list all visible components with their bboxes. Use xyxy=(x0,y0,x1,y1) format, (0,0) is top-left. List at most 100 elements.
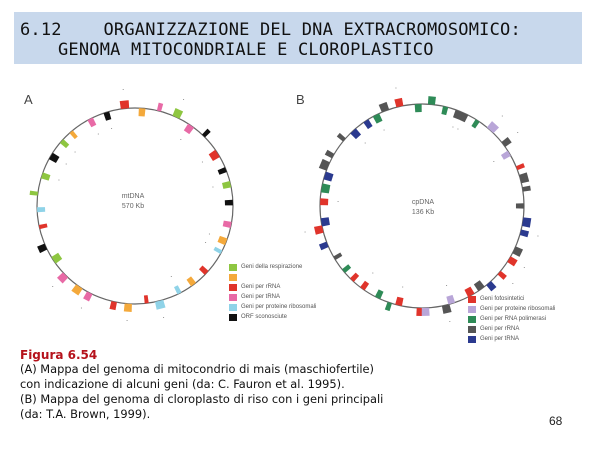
mtdna-gene-block xyxy=(29,190,39,196)
cpdna-gene-block xyxy=(395,296,404,307)
cpdna-gene-block xyxy=(515,163,525,171)
cpdna-gene-block xyxy=(320,183,331,194)
mtdna-gene-block xyxy=(156,102,164,112)
slide-title-line-2: GENOMA MITOCONDRIALE E CLOROPLASTICO xyxy=(58,40,434,60)
mtdna-legend-row: Geni della respirazione xyxy=(229,262,316,272)
cpdna-gene-block xyxy=(363,119,373,130)
mtdna-center-label: mtDNA 570 Kb xyxy=(108,192,158,212)
cpdna-gene-label-mark: • xyxy=(395,85,397,90)
cpdna-gene-block xyxy=(313,225,324,235)
cpdna-gene-label-mark: • xyxy=(512,280,514,285)
mtdna-gene-block xyxy=(222,220,232,229)
cpdna-gene-block xyxy=(501,137,512,148)
cpdna-gene-block xyxy=(441,304,452,314)
caption-title: Figura 6.54 xyxy=(20,348,98,362)
mtdna-gene-block xyxy=(199,265,209,275)
mtdna-gene-block xyxy=(172,108,184,119)
mtdna-gene-label-mark: • xyxy=(212,184,214,189)
mtdna-size: 570 Kb xyxy=(121,203,145,210)
cpdna-gene-block xyxy=(507,256,518,267)
mtdna-gene-block xyxy=(37,207,46,213)
mtdna-gene-block xyxy=(57,272,69,284)
mtdna-legend-row: ORF sconosciute xyxy=(229,312,316,322)
cpdna-gene-block xyxy=(333,252,343,261)
cpdna-gene-label-mark: • xyxy=(365,140,367,145)
cpdna-gene-block xyxy=(420,307,430,316)
mtdna-legend: Geni della respirazione Geni per rRNA Geni… xyxy=(229,262,316,322)
cpdna-gene-block xyxy=(464,286,475,298)
cpdna-gene-label-mark: • xyxy=(500,293,502,298)
chloroplast-genome-map: • ••••••••••••••••• xyxy=(304,85,539,324)
cpdna-legend-label: Geni fotosintetici xyxy=(480,296,525,302)
mtdna-legend-swatch xyxy=(229,263,237,271)
mtdna-gene-label-mark: • xyxy=(205,240,207,245)
mtdna-gene-block xyxy=(109,301,117,311)
mtdna-gene-block xyxy=(103,111,112,121)
cpdna-gene-label-mark: • xyxy=(493,159,495,164)
slide-title-bar: 6.12 ORGANIZZAZIONE DEL DNA EXTRACROMOSO… xyxy=(14,12,582,64)
cpdna-gene-label-mark: • xyxy=(517,130,519,135)
cpdna-gene-block xyxy=(350,128,362,140)
mtdna-legend-label: ORF sconosciute xyxy=(241,314,288,320)
cpdna-legend-label: Geni per rRNA xyxy=(480,326,520,332)
cpdna-gene-block xyxy=(515,203,524,209)
mtdna-gene-block xyxy=(174,285,182,295)
cpdna-legend-row: Geni per rRNA xyxy=(468,324,555,334)
mtdna-gene-block xyxy=(87,117,97,128)
slide-title-line-1: 6.12 ORGANIZZAZIONE DEL DNA EXTRACROMOSO… xyxy=(20,20,521,40)
mtdna-gene-label-mark: • xyxy=(81,305,83,310)
cpdna-gene-block xyxy=(522,217,532,228)
mtdna-legend-row xyxy=(229,272,316,282)
cpdna-gene-block xyxy=(350,272,360,282)
cpdna-gene-label-mark: • xyxy=(502,113,504,118)
mtdna-gene-block xyxy=(59,139,70,149)
cpdna-legend-swatch xyxy=(468,295,476,303)
mtdna-gene-label-mark: • xyxy=(171,273,173,278)
mtdna-gene-block xyxy=(224,199,233,206)
mtdna-legend-label: Geni per tRNA xyxy=(241,294,281,300)
cpdna-gene-block xyxy=(394,97,404,108)
cpdna-legend-row: Geni per RNA polimerasi xyxy=(468,314,555,324)
cpdna-legend-swatch xyxy=(468,305,476,313)
mtdna-gene-block xyxy=(123,303,132,312)
cpdna-gene-block xyxy=(459,112,469,123)
mtdna-legend-swatch xyxy=(229,313,237,321)
cpdna-gene-label-mark: • xyxy=(304,229,306,234)
cpdna-name: cpDNA xyxy=(411,199,435,206)
cpdna-gene-block xyxy=(452,109,464,121)
panel-a-letter: A xyxy=(24,92,33,107)
figure-caption: Figura 6.54 (A) Mappa del genoma di mito… xyxy=(20,348,383,422)
cpdna-gene-block xyxy=(441,106,449,116)
mtdna-legend-swatch xyxy=(229,303,237,311)
cpdna-gene-block xyxy=(378,101,390,113)
cpdna-gene-block xyxy=(512,246,524,257)
cpdna-gene-block xyxy=(519,229,530,238)
mtdna-gene-block xyxy=(143,295,149,304)
mtdna-gene-label-mark: • xyxy=(126,318,128,323)
mtdna-gene-block xyxy=(38,223,48,230)
mtdna-gene-block xyxy=(40,172,51,181)
cpdna-legend-swatch xyxy=(468,325,476,333)
cpdna-gene-label-mark: • xyxy=(457,126,459,131)
mtdna-gene-label-mark: • xyxy=(122,87,124,92)
cpdna-legend-label: Geni per tRNA xyxy=(480,336,520,342)
mtdna-legend-row: Geni per proteine ribosomali xyxy=(229,302,316,312)
mtdna-legend-swatch xyxy=(229,273,237,281)
cpdna-gene-label-mark: • xyxy=(449,319,451,324)
mtdna-gene-label-mark: • xyxy=(58,177,60,182)
cpdna-legend-swatch xyxy=(468,335,476,343)
mtdna-gene-block xyxy=(202,128,211,138)
cpdna-gene-block xyxy=(372,113,383,124)
cpdna-gene-block xyxy=(471,119,480,129)
mtdna-ring xyxy=(36,107,234,305)
mtdna-gene-block xyxy=(71,284,83,296)
cpdna-gene-block xyxy=(336,132,346,142)
mtdna-gene-label-mark: • xyxy=(111,125,113,130)
mtdna-gene-label-mark: • xyxy=(74,149,76,154)
caption-line-1: (A) Mappa del genoma di mitocondrio di m… xyxy=(20,362,374,376)
caption-line-4: (da: T.A. Brown, 1999). xyxy=(20,407,151,421)
mtdna-gene-label-mark: • xyxy=(202,159,204,164)
cpdna-gene-label-mark: • xyxy=(337,198,339,203)
mtdna-legend-label: Geni della respirazione xyxy=(241,264,303,270)
cpdna-gene-block xyxy=(519,172,530,184)
